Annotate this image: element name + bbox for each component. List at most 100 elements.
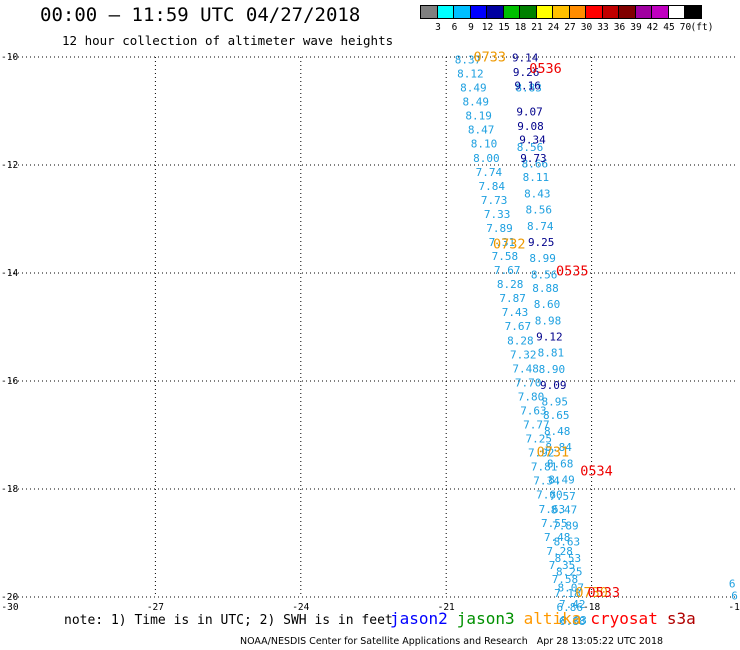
swh-value-label: 7.60 [536,489,563,502]
colorbar-label: 15 [498,22,510,33]
pass-time-label: 0730 [575,585,608,601]
x-tick-label: -27 [147,602,164,613]
swh-value-label: 8.25 [556,565,583,578]
x-tick-label: -24 [292,602,309,613]
pass-time-label: 0731 [537,445,570,461]
colorbar-label: 3 [435,22,441,33]
swh-value-label: 8.03 [560,614,587,627]
swh-value-label: 7.58 [492,250,519,263]
colorbar-label: 18 [514,22,527,33]
legend-entry-altika: altika [523,609,582,628]
swh-value-label: 7.28 [546,545,573,558]
swh-value-label: 9.09 [540,379,567,392]
swh-value-label: 8.11 [523,171,550,184]
swh-value-label: 7.77 [523,419,550,432]
colorbar-label: 9 [468,22,474,33]
swh-value-label: 8.56 [526,204,553,217]
swh-value-label: 7.57 [549,490,576,503]
swh-value-label: 7.42 [559,598,586,611]
colorbar-label: 12 [481,22,494,33]
swh-value-label: 8.74 [527,220,554,233]
swh-value-label: 7.70 [515,376,542,389]
swh-value-label: 7.63 [539,503,566,516]
swh-value-label: 6.88 [559,615,586,628]
swh-value-label: 9.26 [513,66,540,79]
swh-value-label: 8.12 [457,68,484,81]
swh-value-label: 6.86 [557,601,584,614]
page-subtitle: 12 hour collection of altimeter wave hei… [62,33,394,48]
colorbar-label: 42 [646,22,659,33]
colorbar-label: 30 [580,22,593,33]
swh-value-label: 7.73 [481,194,508,207]
swh-value-label: 8.84 [545,441,572,454]
swh-value-label: 9.08 [517,120,544,133]
swh-value-label: 6 [729,577,736,590]
swh-value-label: 8.49 [548,474,575,487]
swh-value-label: 9.25 [528,236,555,249]
swh-value-label: 7.32 [510,348,537,361]
swh-value-label: 7.48 [512,362,539,375]
swh-value-label: 8.19 [465,110,492,123]
swh-value-label: 6 [731,590,738,603]
swh-value-label: 8.47 [468,124,495,137]
y-tick-label: -18 [1,484,18,495]
swh-value-label: 8.65 [543,409,570,422]
swh-value-label: 7.58 [552,573,579,586]
swh-value-label: 8.83 [515,82,542,95]
y-tick-label: -10 [1,52,18,63]
satellite-legend: jason2 jason3 altika cryosat s3a [390,609,705,628]
swh-value-label: 7.33 [484,208,511,221]
y-tick-label: -20 [1,592,18,603]
chart-points: 8.378.128.498.498.198.478.108.007.747.84… [455,51,738,628]
swh-value-label: 8.56 [517,141,544,154]
y-tick-label: -12 [1,160,18,171]
colorbar-label: 24 [547,22,560,33]
swh-value-label: 8.56 [531,268,558,281]
colorbar-label: 33 [597,22,609,33]
swh-value-label: 7.80 [518,390,545,403]
swh-value-label: 8.00 [473,152,500,165]
swh-value-label: 7.67 [505,320,532,333]
pass-time-label: 0732 [493,237,526,253]
x-tick-label: -18 [583,602,600,613]
swh-value-label: 7.63 [520,404,547,417]
legend-entry-jason3: jason3 [456,609,515,628]
pass-time-label: 0535 [556,264,589,280]
swh-value-label: 7.34 [533,475,560,488]
swh-value-label: 8.99 [529,252,556,265]
swh-value-label: 9.14 [512,51,539,64]
swh-value-label: 7.84 [479,180,506,193]
legend-entry-cryosat: cryosat [590,609,658,628]
swh-value-label: 7.89 [552,520,579,533]
x-tick-label: -21 [438,602,455,613]
swh-value-label: 7.18 [554,587,581,600]
swh-value-label: 7.31 [489,236,516,249]
swh-value-label: 9.73 [520,152,547,165]
legend-entry-jason2: jason2 [390,609,448,628]
x-tick-label: -30 [1,602,18,613]
swh-value-label: 7.89 [486,222,513,235]
swh-value-label: 9.34 [519,133,546,146]
swh-value-label: 7.92 [528,447,555,460]
chart-grid [10,56,737,598]
pass-time-label: 0536 [529,61,562,77]
colorbar-label: 45 [663,22,675,33]
swh-value-label: 8.28 [497,278,524,291]
swh-value-label: 8.88 [532,282,559,295]
swh-value-label: 9.16 [514,79,541,92]
colorbar-label: 39 [630,22,642,33]
swh-value-label: 9.07 [516,105,543,118]
colorbar-label: (ft) [690,22,714,33]
swh-value-label: 7.87 [499,292,526,305]
pass-time-label: 0534 [580,464,613,480]
swh-value-label: 7.43 [502,306,529,319]
chart-ticks: -30 -27 -24 -21 -18 -15 -10 -12 -14 -16 -18 -20 [1,52,740,613]
swh-value-label: 8.81 [538,347,565,360]
swh-value-label: 8.63 [554,536,581,549]
swh-value-label: 8.60 [534,298,561,311]
swh-value-label: 7.67 [494,264,521,277]
y-tick-label: -14 [1,268,18,279]
colorbar-swatch [684,5,702,19]
